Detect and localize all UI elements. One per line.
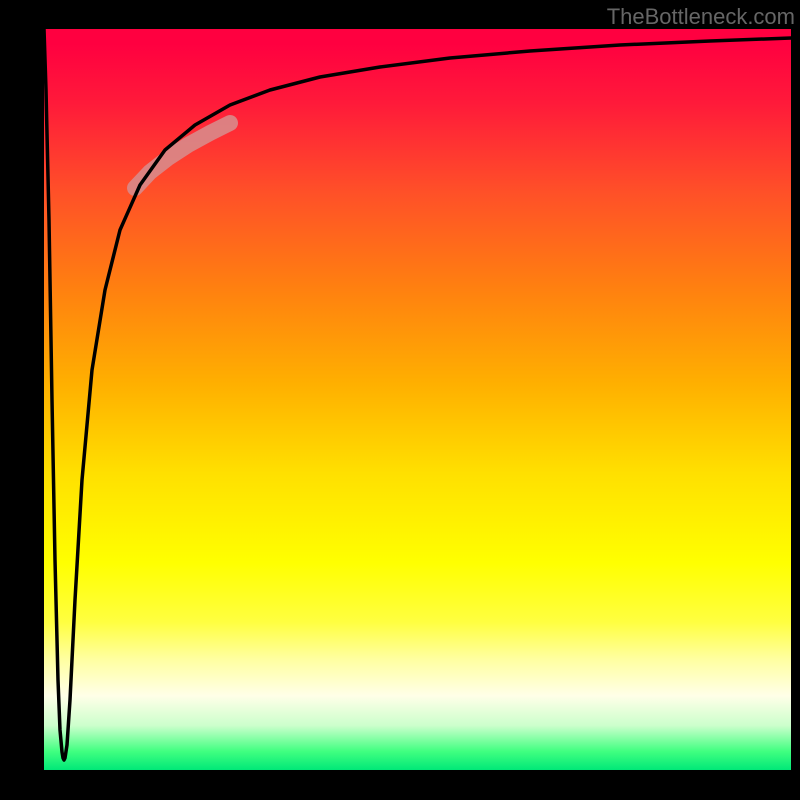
chart-border-bottom [0,770,800,800]
chart-border-left [0,0,44,800]
chart-border-right [791,0,800,800]
chart-root: TheBottleneck.com [0,0,800,800]
plot-gradient-area [44,29,791,770]
watermark-text: TheBottleneck.com [607,4,795,30]
